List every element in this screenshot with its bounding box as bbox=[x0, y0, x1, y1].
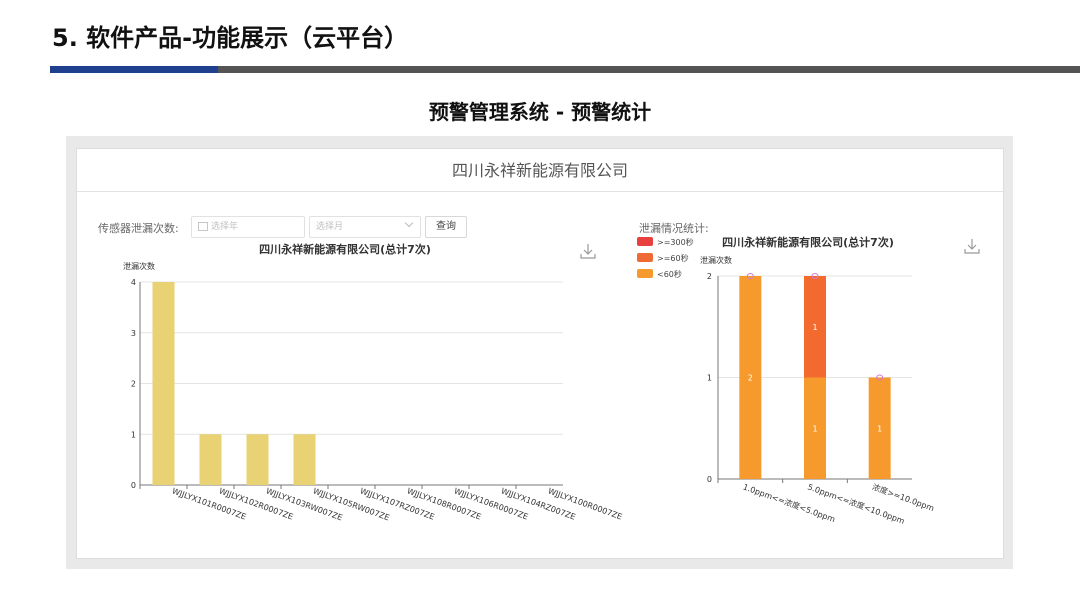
chart-title: 四川永祥新能源有限公司(总计7次) bbox=[259, 242, 431, 256]
section-subtitle: 预警管理系统 - 预警统计 bbox=[428, 100, 652, 124]
top-marker bbox=[811, 273, 819, 279]
segment-value-label: 1 bbox=[812, 424, 817, 433]
y-tick-label: 0 bbox=[707, 475, 712, 484]
slide-title: 5. 软件产品-功能展示（云平台） bbox=[52, 24, 409, 52]
download-icon[interactable] bbox=[964, 239, 980, 254]
legend-swatch bbox=[637, 269, 653, 278]
title-accent-bar bbox=[50, 66, 218, 73]
sensor-leak-count-label: 传感器泄漏次数: bbox=[98, 222, 179, 235]
y-tick-label: 1 bbox=[131, 430, 136, 439]
top-marker bbox=[876, 374, 884, 381]
y-axis-label: 泄漏次数 bbox=[700, 255, 732, 265]
stacked-bar-segment bbox=[804, 276, 826, 378]
stacked-bar-segment bbox=[739, 276, 762, 479]
leak-status-label: 泄漏情况统计: bbox=[639, 222, 709, 235]
title-divider bbox=[218, 66, 1080, 73]
y-tick-label: 0 bbox=[131, 481, 136, 490]
y-tick-label: 2 bbox=[707, 272, 712, 281]
company-header: 四川永祥新能源有限公司 bbox=[77, 149, 1003, 192]
bar bbox=[246, 434, 269, 485]
bar bbox=[152, 282, 175, 485]
y-tick-label: 3 bbox=[131, 329, 136, 338]
legend-label: >=60秒 bbox=[657, 253, 689, 263]
legend-swatch bbox=[637, 237, 653, 246]
query-button[interactable]: 查询 bbox=[425, 216, 467, 238]
month-placeholder: 选择月 bbox=[316, 222, 344, 232]
download-icon[interactable] bbox=[580, 244, 596, 259]
year-placeholder: 选择年 bbox=[211, 222, 239, 232]
stacked-bar-segment bbox=[868, 377, 891, 479]
segment-value-label: 1 bbox=[812, 323, 817, 332]
month-select[interactable]: 选择月 bbox=[309, 216, 421, 238]
year-picker[interactable]: 选择年 bbox=[191, 216, 305, 238]
bar bbox=[199, 434, 222, 485]
y-axis-label: 泄漏次数 bbox=[123, 261, 155, 271]
bar bbox=[293, 434, 316, 485]
legend-label: <60秒 bbox=[657, 269, 682, 279]
legend-label: >=300秒 bbox=[657, 237, 694, 247]
segment-value-label: 1 bbox=[877, 424, 882, 433]
y-tick-label: 2 bbox=[131, 380, 136, 389]
legend-swatch bbox=[637, 253, 653, 262]
top-marker bbox=[746, 273, 754, 279]
calendar-icon bbox=[198, 222, 208, 231]
chart-title: 四川永祥新能源有限公司(总计7次) bbox=[722, 235, 894, 249]
segment-value-label: 2 bbox=[748, 374, 753, 383]
y-tick-label: 4 bbox=[131, 278, 136, 287]
y-tick-label: 1 bbox=[707, 374, 712, 383]
stacked-bar-segment bbox=[804, 377, 826, 479]
